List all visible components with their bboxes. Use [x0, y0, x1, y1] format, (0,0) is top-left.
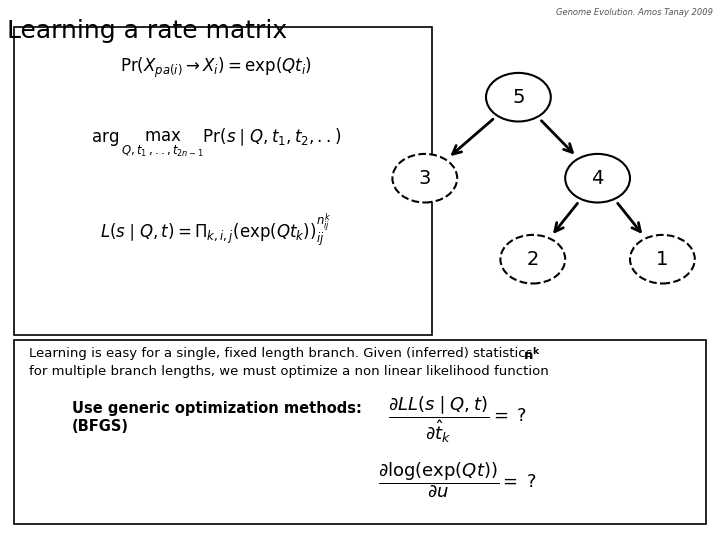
Text: 3: 3 — [418, 168, 431, 188]
Circle shape — [630, 235, 695, 284]
Text: Genome Evolution. Amos Tanay 2009: Genome Evolution. Amos Tanay 2009 — [556, 8, 713, 17]
FancyBboxPatch shape — [14, 27, 432, 335]
Circle shape — [565, 154, 630, 202]
Text: 5: 5 — [512, 87, 525, 107]
Circle shape — [486, 73, 551, 122]
Text: 2: 2 — [526, 249, 539, 269]
Text: 4: 4 — [591, 168, 604, 188]
Text: $\Pr(X_{pa(i)} \rightarrow X_i) = \exp(Qt_i)$: $\Pr(X_{pa(i)} \rightarrow X_i) = \exp(Q… — [120, 56, 312, 79]
Text: for multiple branch lengths, we must optimize a non linear likelihood function: for multiple branch lengths, we must opt… — [29, 364, 549, 377]
Text: Use generic optimization methods:: Use generic optimization methods: — [72, 401, 362, 416]
Text: $\mathbf{n^k}$: $\mathbf{n^k}$ — [523, 347, 541, 362]
Text: Learning a rate matrix: Learning a rate matrix — [7, 19, 287, 43]
FancyBboxPatch shape — [14, 340, 706, 524]
Circle shape — [392, 154, 457, 202]
Text: $L(s \mid Q,t) = \Pi_{k,i,j}\left(\exp(Qt_k)\right)_{ij}^{n^k_{ij}}$: $L(s \mid Q,t) = \Pi_{k,i,j}\left(\exp(Q… — [101, 211, 331, 248]
Text: $\dfrac{\partial \log(\exp(Qt))}{\partial u} = \;?$: $\dfrac{\partial \log(\exp(Qt))}{\partia… — [378, 460, 536, 499]
Circle shape — [500, 235, 565, 284]
Text: Learning is easy for a single, fixed length branch. Given (inferred) statistics: Learning is easy for a single, fixed len… — [29, 347, 536, 360]
Text: $\dfrac{\partial LL(s \mid Q,t)}{\partial \hat{t}_k} = \;?$: $\dfrac{\partial LL(s \mid Q,t)}{\partia… — [388, 394, 526, 444]
Text: 1: 1 — [656, 249, 669, 269]
Text: (BFGS): (BFGS) — [72, 419, 129, 434]
Text: $\arg\max_{Q,t_1,..,t_{2n-1}} \Pr(s \mid Q, t_1, t_2,..)$: $\arg\max_{Q,t_1,..,t_{2n-1}} \Pr(s \mid… — [91, 127, 341, 159]
